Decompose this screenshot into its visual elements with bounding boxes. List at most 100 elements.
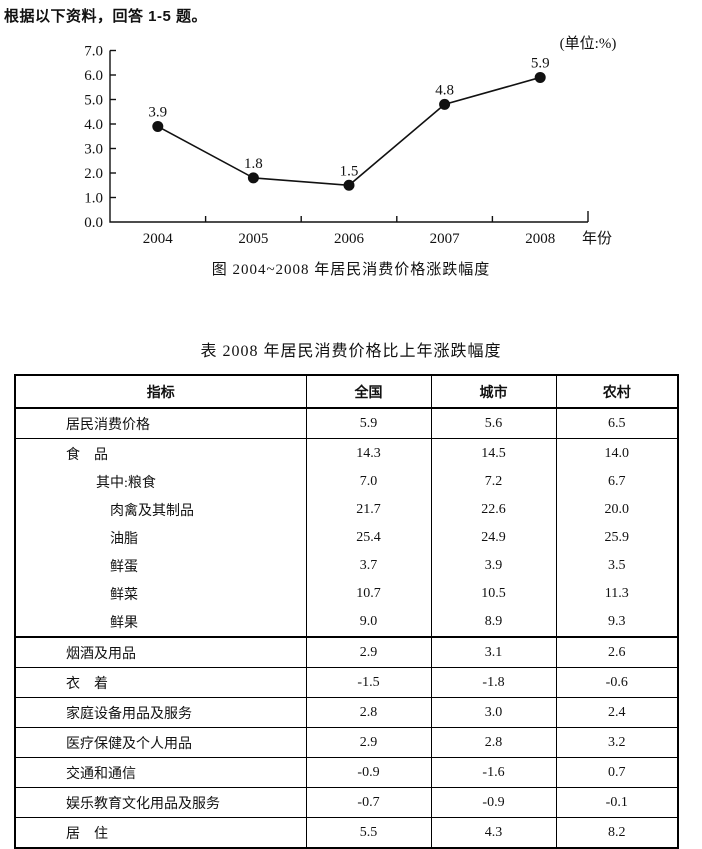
row-value: 7.0: [305, 468, 431, 496]
row-value: 3.5: [555, 552, 678, 580]
svg-text:4.0: 4.0: [84, 117, 103, 133]
row-value: 11.3: [555, 580, 678, 608]
svg-text:2006: 2006: [334, 231, 365, 247]
row-value: 3.0: [430, 697, 556, 728]
col-header-rural: 农村: [555, 375, 678, 409]
row-value: 2.9: [305, 636, 431, 668]
table-row: 鲜菜 10.7 10.5 11.3: [15, 580, 678, 608]
svg-text:3.0: 3.0: [84, 142, 103, 158]
row-value: 2.8: [430, 727, 556, 758]
table-row: 衣 着 -1.5 -1.8 -0.6: [15, 667, 678, 698]
col-header-national: 全国: [305, 375, 431, 409]
row-value: 25.9: [555, 524, 678, 552]
row-value: 3.2: [555, 727, 678, 758]
row-value: -0.1: [555, 787, 678, 818]
row-value: 10.5: [430, 580, 556, 608]
row-value: 21.7: [305, 496, 431, 524]
row-label: 家庭设备用品及服务: [15, 697, 306, 728]
row-value: 3.9: [430, 552, 556, 580]
svg-text:3.9: 3.9: [148, 104, 167, 120]
svg-text:2008: 2008: [525, 231, 555, 247]
table-row: 鲜果 9.0 8.9 9.3: [15, 608, 678, 637]
cpi-table: 指标 全国 城市 农村 居民消费价格 5.9 5.6 6.5 食 品 14.3 14.5 14…: [14, 374, 679, 849]
row-label: 娱乐教育文化用品及服务: [15, 787, 306, 818]
row-value: 4.3: [430, 817, 556, 848]
row-label: 食 品: [15, 438, 306, 468]
row-value: 24.9: [430, 524, 556, 552]
col-header-indicator: 指标: [15, 375, 306, 409]
table-row: 交通和通信 -0.9 -1.6 0.7: [15, 757, 678, 788]
svg-text:6.0: 6.0: [84, 68, 103, 84]
table-row: 肉禽及其制品 21.7 22.6 20.0: [15, 496, 678, 524]
row-value: 9.3: [555, 608, 678, 637]
table-row: 烟酒及用品 2.9 3.1 2.6: [15, 636, 678, 668]
row-label: 医疗保健及个人用品: [15, 727, 306, 758]
svg-text:2005: 2005: [238, 231, 268, 247]
row-label: 居 住: [15, 817, 306, 848]
row-value: -0.9: [305, 757, 431, 788]
svg-text:5.0: 5.0: [84, 93, 103, 109]
row-value: 10.7: [305, 580, 431, 608]
row-label: 油脂: [110, 532, 138, 547]
row-value: 5.9: [305, 407, 431, 439]
svg-text:5.9: 5.9: [531, 55, 550, 71]
row-value: 2.6: [555, 636, 678, 668]
row-value: 5.5: [305, 817, 431, 848]
table-row: 鲜蛋 3.7 3.9 3.5: [15, 552, 678, 580]
table-row: 居 住 5.5 4.3 8.2: [15, 817, 678, 848]
row-label: 鲜果: [110, 616, 138, 631]
instruction-text: 根据以下资料，回答 1-5 题。: [4, 8, 208, 25]
row-value: 2.4: [555, 697, 678, 728]
table-row: 其中:粮食 7.0 7.2 6.7: [15, 468, 678, 496]
row-value: 14.0: [555, 438, 678, 468]
row-value: 6.5: [555, 407, 678, 439]
table-row: 油脂 25.4 24.9 25.9: [15, 524, 678, 552]
table-row: 家庭设备用品及服务 2.8 3.0 2.4: [15, 697, 678, 728]
table-row: 娱乐教育文化用品及服务 -0.7 -0.9 -0.1: [15, 787, 678, 818]
row-value: 0.7: [555, 757, 678, 788]
svg-text:1.0: 1.0: [84, 191, 103, 207]
svg-text:0.0: 0.0: [84, 215, 103, 231]
row-value: 25.4: [305, 524, 431, 552]
row-label: 衣 着: [15, 667, 306, 698]
row-value: -1.5: [305, 667, 431, 698]
table-header-row: 指标 全国 城市 农村: [15, 375, 678, 409]
row-label: 鲜蛋: [110, 560, 138, 575]
table-row: 居民消费价格 5.9 5.6 6.5: [15, 407, 678, 439]
row-label: 肉禽及其制品: [110, 504, 194, 519]
table-body: 居民消费价格 5.9 5.6 6.5 食 品 14.3 14.5 14.0 其中:粮食 7.0 7.…: [15, 407, 678, 848]
svg-text:2007: 2007: [430, 231, 461, 247]
row-value: 22.6: [430, 496, 556, 524]
row-value: 14.3: [305, 438, 431, 468]
row-value: -1.8: [430, 667, 556, 698]
row-value: 3.7: [305, 552, 431, 580]
chart-caption: 图 2004~2008 年居民消费价格涨跌幅度: [211, 262, 491, 278]
row-label: 鲜菜: [110, 588, 138, 603]
row-value: 6.7: [555, 468, 678, 496]
row-value: 14.5: [430, 438, 556, 468]
row-label: 烟酒及用品: [15, 636, 306, 668]
row-value: 5.6: [430, 407, 556, 439]
row-value: 7.2: [430, 468, 556, 496]
svg-text:(单位:%): (单位:%): [560, 35, 617, 52]
row-value: 9.0: [305, 608, 431, 637]
row-label: 交通和通信: [15, 757, 306, 788]
row-value: 20.0: [555, 496, 678, 524]
row-value: 3.1: [430, 636, 556, 668]
svg-text:7.0: 7.0: [84, 44, 103, 60]
svg-text:2.0: 2.0: [84, 166, 103, 182]
col-header-urban: 城市: [430, 375, 556, 409]
row-value: -1.6: [430, 757, 556, 788]
row-label: 其中:粮食: [96, 476, 156, 491]
table-row: 食 品 14.3 14.5 14.0: [15, 438, 678, 468]
row-value: 2.8: [305, 697, 431, 728]
row-label: 居民消费价格: [15, 407, 306, 439]
svg-text:年份: 年份: [582, 230, 612, 247]
row-value: -0.7: [305, 787, 431, 818]
svg-text:4.8: 4.8: [435, 82, 454, 98]
table-caption: 表 2008 年居民消费价格比上年涨跌幅度: [200, 343, 502, 360]
row-value: 2.9: [305, 727, 431, 758]
svg-text:1.8: 1.8: [244, 156, 263, 172]
row-value: -0.6: [555, 667, 678, 698]
line-chart: 0.0 1.0 2.0 3.0 4.0 5.0 6.0 7.0 3.9 1.8 1.5 4.8 5.9 2…: [84, 35, 617, 247]
